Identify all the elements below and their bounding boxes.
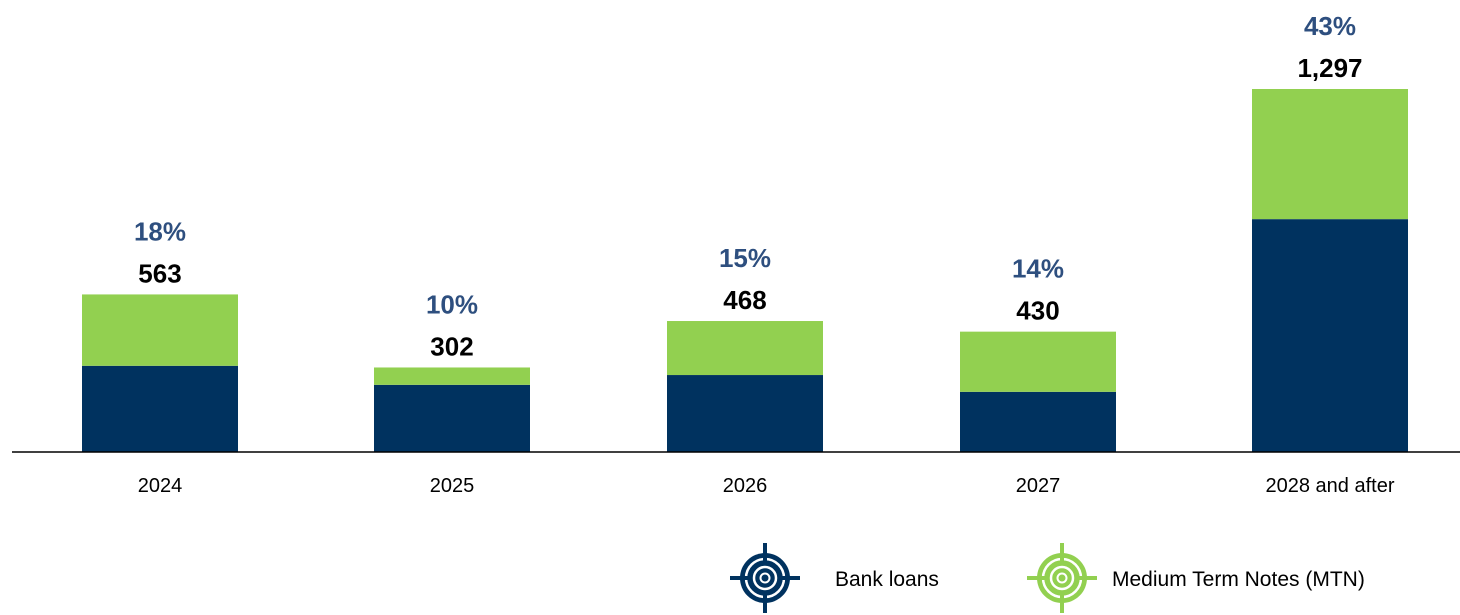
x-tick-label-2024: 2024: [138, 475, 183, 497]
bar-medium-term-notes-mtn-2025: [374, 367, 530, 385]
bar-medium-term-notes-mtn-2026: [667, 321, 823, 376]
bar-medium-term-notes-mtn-2024: [82, 294, 238, 366]
labels-layer: 563 18% 302 10% 468 15% 430 14% 1,297 43%: [134, 11, 1363, 361]
legend-label-medium-term-notes-mtn: Medium Term Notes (MTN): [1112, 568, 1365, 591]
x-tick-label-2028-and-after: 2028 and after: [1266, 475, 1395, 497]
bar-bank-loans-2025: [374, 384, 530, 452]
total-label-2024: 563: [138, 258, 181, 288]
bar-medium-term-notes-mtn-2027: [960, 331, 1116, 392]
share-label-2025: 10%: [426, 289, 478, 319]
x-tick-labels: 2024 2025 2026 2027 2028 and after: [138, 475, 1395, 497]
legend-medium-term-notes-mtn-target-icon: [1027, 543, 1097, 613]
bars-layer: [82, 89, 1408, 452]
bar-bank-loans-2024: [82, 365, 238, 452]
bar-bank-loans-2026: [667, 375, 823, 452]
bar-bank-loans-2028-and-after: [1252, 219, 1408, 452]
share-label-2027: 14%: [1012, 254, 1064, 284]
x-tick-label-2026: 2026: [723, 475, 768, 497]
total-label-2028-and-after: 1,297: [1297, 53, 1362, 83]
bar-medium-term-notes-mtn-2028-and-after: [1252, 89, 1408, 220]
share-label-2026: 15%: [719, 243, 771, 273]
share-label-2028-and-after: 43%: [1304, 11, 1356, 41]
share-label-2024: 18%: [134, 216, 186, 246]
x-tick-label-2025: 2025: [430, 475, 475, 497]
total-label-2025: 302: [430, 331, 473, 361]
total-label-2027: 430: [1016, 296, 1059, 326]
legend-bank-loans-target-icon: [730, 543, 800, 613]
legend: Bank loans Medium Term Notes (MTN): [730, 543, 1365, 613]
bar-bank-loans-2027: [960, 391, 1116, 452]
x-tick-label-2027: 2027: [1016, 475, 1061, 497]
total-label-2026: 468: [723, 285, 766, 315]
legend-label-bank-loans: Bank loans: [835, 568, 939, 591]
